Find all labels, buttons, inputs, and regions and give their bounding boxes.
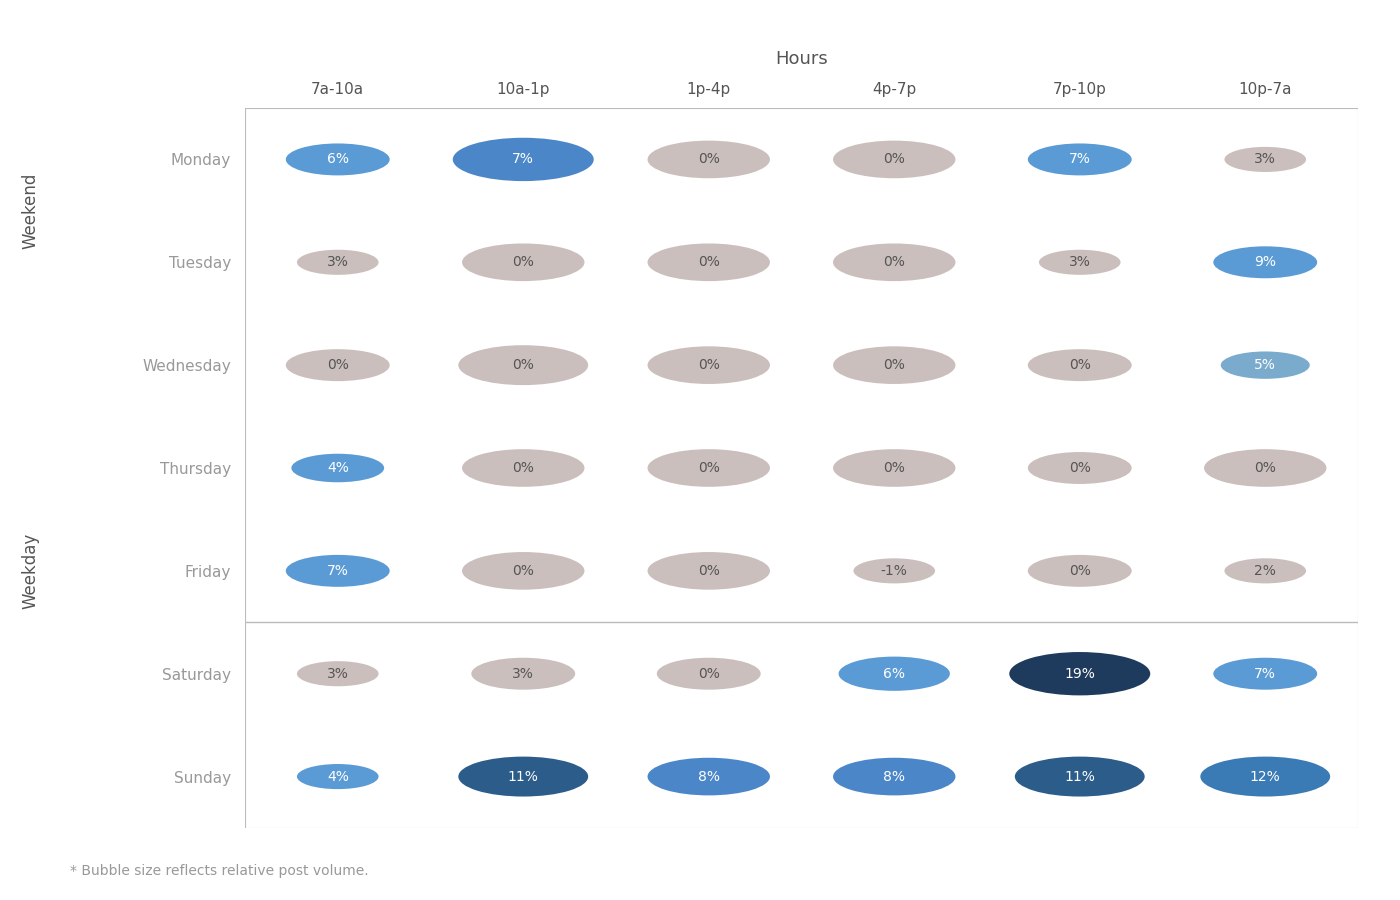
Text: 3%: 3%	[1068, 256, 1091, 269]
Ellipse shape	[1214, 658, 1317, 689]
Ellipse shape	[291, 454, 384, 482]
Ellipse shape	[458, 757, 588, 796]
Text: 0%: 0%	[512, 358, 535, 372]
Text: 5%: 5%	[1254, 358, 1277, 372]
Text: 0%: 0%	[883, 461, 906, 475]
Ellipse shape	[648, 552, 770, 590]
Ellipse shape	[657, 658, 760, 689]
Ellipse shape	[1028, 349, 1131, 381]
Ellipse shape	[286, 349, 389, 381]
Text: 11%: 11%	[508, 770, 539, 784]
Ellipse shape	[1221, 352, 1310, 379]
Text: 0%: 0%	[1068, 564, 1091, 578]
Text: Hours: Hours	[776, 50, 827, 68]
Text: * Bubble size reflects relative post volume.: * Bubble size reflects relative post vol…	[70, 863, 368, 878]
Ellipse shape	[286, 555, 389, 587]
Text: 19%: 19%	[1064, 667, 1095, 680]
Ellipse shape	[297, 764, 378, 789]
Text: 0%: 0%	[697, 152, 720, 166]
Ellipse shape	[1225, 147, 1306, 172]
Text: 9%: 9%	[1254, 256, 1277, 269]
Ellipse shape	[648, 346, 770, 384]
Ellipse shape	[462, 244, 584, 281]
Text: 0%: 0%	[1068, 461, 1091, 475]
Ellipse shape	[1200, 757, 1330, 796]
Text: 0%: 0%	[697, 461, 720, 475]
Ellipse shape	[1009, 652, 1151, 696]
Ellipse shape	[1204, 449, 1326, 487]
Text: 3%: 3%	[512, 667, 535, 680]
Text: 8%: 8%	[697, 770, 720, 784]
Text: Weekend: Weekend	[22, 173, 39, 249]
Ellipse shape	[854, 558, 935, 583]
Text: 3%: 3%	[1254, 152, 1277, 166]
Text: -1%: -1%	[881, 564, 907, 578]
Text: 0%: 0%	[883, 358, 906, 372]
Text: Weekday: Weekday	[22, 533, 39, 609]
Text: 0%: 0%	[512, 461, 535, 475]
Text: 8%: 8%	[883, 770, 906, 784]
Text: 7%: 7%	[1254, 667, 1277, 680]
Text: 12%: 12%	[1250, 770, 1281, 784]
Text: 4%: 4%	[326, 461, 349, 475]
Text: 0%: 0%	[512, 564, 535, 578]
Ellipse shape	[297, 249, 378, 274]
Ellipse shape	[452, 138, 594, 181]
Ellipse shape	[839, 657, 949, 691]
Ellipse shape	[297, 662, 378, 687]
Ellipse shape	[1028, 143, 1131, 176]
Ellipse shape	[833, 346, 955, 384]
Ellipse shape	[1225, 558, 1306, 583]
Ellipse shape	[1015, 757, 1145, 796]
Text: 0%: 0%	[1254, 461, 1277, 475]
Text: 0%: 0%	[512, 256, 535, 269]
Ellipse shape	[458, 346, 588, 385]
Text: 7%: 7%	[512, 152, 535, 166]
Text: 0%: 0%	[697, 564, 720, 578]
Ellipse shape	[648, 758, 770, 796]
Text: 11%: 11%	[1064, 770, 1095, 784]
Ellipse shape	[648, 449, 770, 487]
Ellipse shape	[833, 758, 955, 796]
Ellipse shape	[833, 140, 955, 178]
Text: 6%: 6%	[883, 667, 906, 680]
Text: 6%: 6%	[326, 152, 349, 166]
Text: 7%: 7%	[326, 564, 349, 578]
Text: 0%: 0%	[883, 256, 906, 269]
Text: 0%: 0%	[697, 667, 720, 680]
Ellipse shape	[1214, 247, 1317, 278]
Text: 4%: 4%	[326, 770, 349, 784]
Ellipse shape	[472, 658, 575, 689]
Text: 7%: 7%	[1068, 152, 1091, 166]
Ellipse shape	[286, 143, 389, 176]
Text: 3%: 3%	[326, 667, 349, 680]
Text: 0%: 0%	[326, 358, 349, 372]
Text: 2%: 2%	[1254, 564, 1277, 578]
Ellipse shape	[1039, 249, 1120, 274]
Text: 0%: 0%	[883, 152, 906, 166]
Ellipse shape	[833, 244, 955, 281]
Ellipse shape	[648, 244, 770, 281]
Ellipse shape	[462, 449, 584, 487]
Ellipse shape	[1028, 452, 1131, 484]
Text: 0%: 0%	[697, 256, 720, 269]
Text: 3%: 3%	[326, 256, 349, 269]
Ellipse shape	[462, 552, 584, 590]
Ellipse shape	[1028, 555, 1131, 587]
Text: 0%: 0%	[697, 358, 720, 372]
Text: 0%: 0%	[1068, 358, 1091, 372]
Ellipse shape	[648, 140, 770, 178]
Ellipse shape	[833, 449, 955, 487]
